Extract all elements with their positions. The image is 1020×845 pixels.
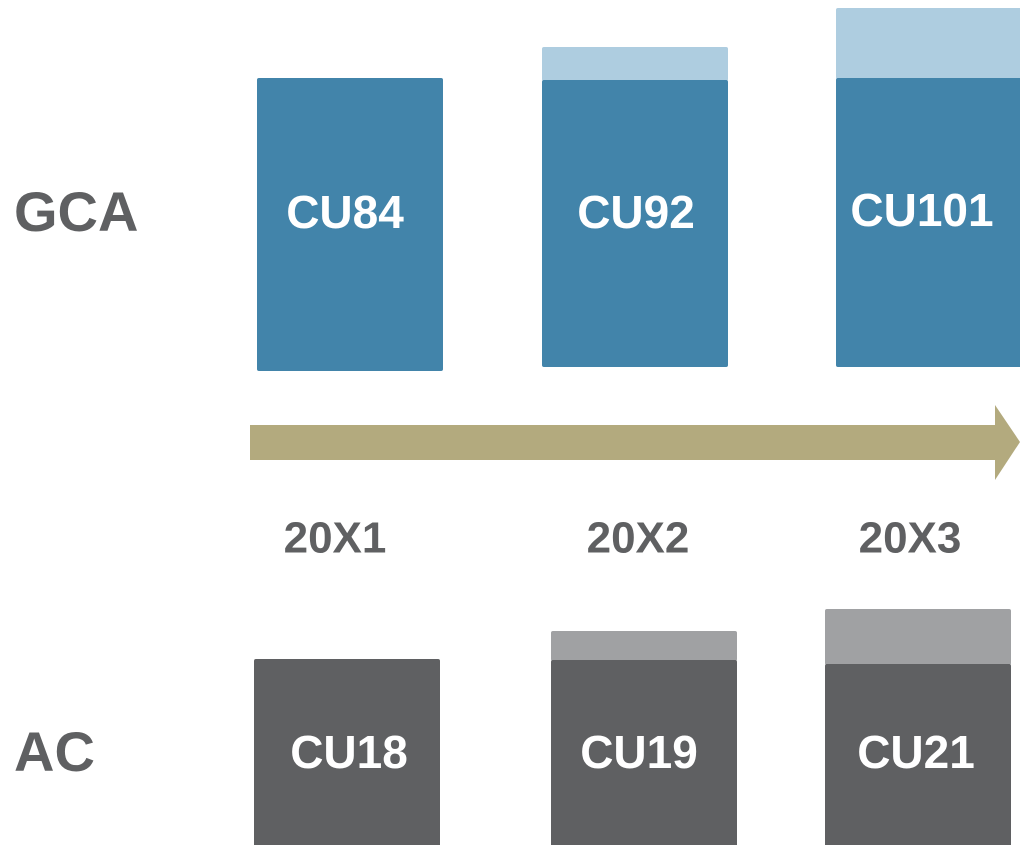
box-label: CU19 xyxy=(580,726,698,778)
row-label: AC xyxy=(14,720,95,783)
box xyxy=(254,659,440,845)
box-growth xyxy=(542,47,728,81)
year-label: 20X2 xyxy=(587,514,690,563)
box xyxy=(542,80,728,367)
box-growth xyxy=(551,631,737,661)
year-label: 20X1 xyxy=(284,514,387,563)
box-label: CU101 xyxy=(850,184,993,236)
box xyxy=(551,660,737,845)
timeline-arrow xyxy=(250,405,1020,480)
box-growth xyxy=(825,609,1011,665)
box-label: CU92 xyxy=(577,186,695,238)
box xyxy=(257,78,443,371)
row-label: GCA xyxy=(14,180,138,243)
box-growth xyxy=(836,8,1020,79)
box-label: CU84 xyxy=(286,186,404,238)
box xyxy=(825,664,1011,845)
box-label: CU21 xyxy=(857,726,975,778)
year-label: 20X3 xyxy=(859,514,962,563)
box xyxy=(836,78,1020,367)
box-label: CU18 xyxy=(290,726,408,778)
